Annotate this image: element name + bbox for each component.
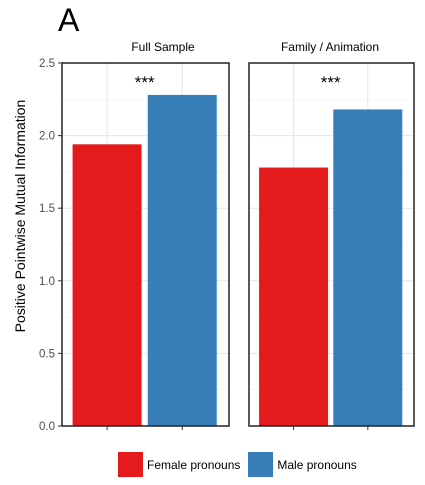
y-tick-label: 2.0 [39,131,55,143]
panel-frame [61,62,230,427]
panel-title-2: Family / Animation [280,40,380,54]
y-tick-label: 2.5 [39,58,55,70]
legend-label-male: Male pronouns [277,457,357,472]
bar-panel2-male [333,109,403,427]
significance-annotation: *** [321,73,341,92]
panel-title-1: Full Sample [131,40,195,54]
y-tick-label: 0.0 [39,421,55,433]
panel-frame [248,62,415,427]
y-tick-label: 1.0 [39,276,55,288]
significance-annotation: *** [135,73,155,92]
y-tick-label: 1.5 [39,203,55,215]
legend-label-female: Female pronouns [147,457,241,472]
legend-swatch-female [118,452,143,477]
legend: Female pronouns Male pronouns [118,452,365,477]
y-tick-label: 0.5 [39,348,55,360]
bar-panel1-male [147,94,217,426]
legend-item-male: Male pronouns [248,452,357,477]
bar-panel1-female [72,144,142,426]
legend-swatch-male [248,452,274,477]
figure-letter: A [58,2,80,38]
legend-item-female: Female pronouns [118,452,240,477]
bar-panel2-female [259,167,329,426]
